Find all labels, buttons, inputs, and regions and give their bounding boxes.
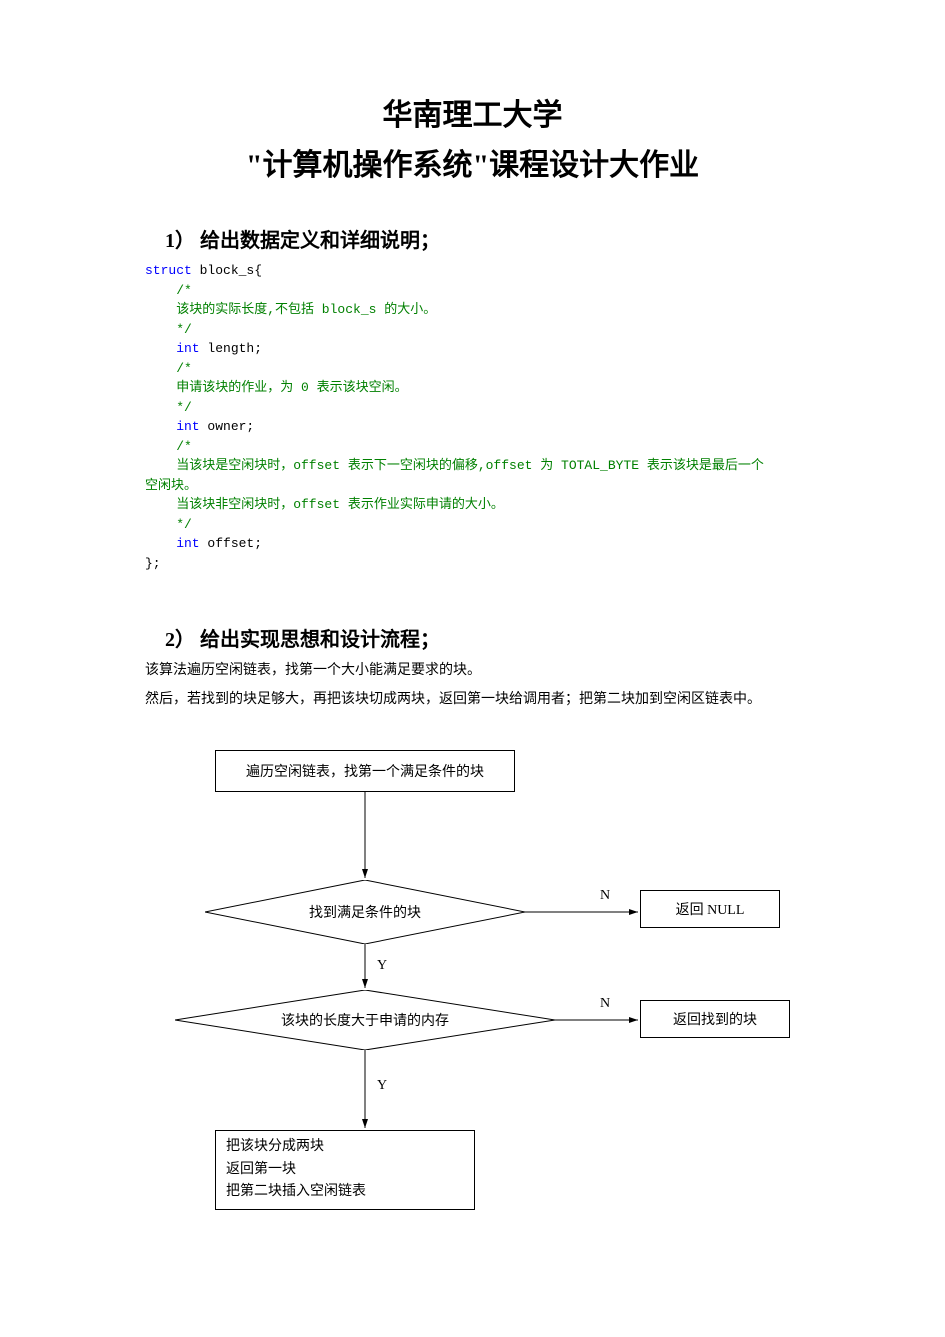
flowchart-node-label: 找到满足条件的块: [309, 902, 421, 922]
flowchart-edge-label-n1: N: [600, 888, 610, 904]
flowchart-node-return-block: 返回找到的块: [640, 1000, 790, 1038]
code-text: length;: [200, 341, 262, 356]
code-comment: /*: [145, 437, 800, 457]
code-comment: 该块的实际长度,不包括 block_s 的大小。: [145, 300, 800, 320]
flowchart-node-label: 该块的长度大于申请的内存: [281, 1010, 449, 1030]
flowchart-node-label-line: 把该块分成两块: [226, 1136, 324, 1158]
code-comment: 当该块非空闲块时，offset 表示作业实际申请的大小。: [145, 495, 800, 515]
flowchart-node-split: 把该块分成两块 返回第一块 把第二块插入空闲链表: [215, 1130, 475, 1210]
code-comment: */: [145, 515, 800, 535]
code-comment: 当该块是空闲块时，offset 表示下一空闲块的偏移,offset 为 TOTA…: [145, 456, 800, 476]
flowchart-node-label: 遍历空闲链表，找第一个满足条件的块: [246, 761, 484, 781]
code-comment: */: [145, 398, 800, 418]
flowchart-node-label-line: 返回第一块: [226, 1159, 296, 1181]
flowchart: 遍历空闲链表，找第一个满足条件的块 找到满足条件的块 返回 NULL 该块的长度…: [145, 750, 800, 1230]
section2-para1: 该算法遍历空闲链表，找第一个大小能满足要求的块。: [145, 660, 800, 681]
flowchart-node-return-null: 返回 NULL: [640, 890, 780, 928]
flowchart-node-decision2: 该块的长度大于申请的内存: [175, 990, 555, 1050]
section2-para2: 然后，若找到的块足够大，再把该块切成两块，返回第一块给调用者；把第二块加到空闲区…: [145, 689, 800, 710]
flowchart-node-label: 返回 NULL: [676, 899, 745, 919]
page-title-line2: "计算机操作系统"课程设计大作业: [145, 140, 800, 184]
code-block: struct block_s{ /* 该块的实际长度,不包括 block_s 的…: [145, 261, 800, 573]
flowchart-edge-label-y2: Y: [377, 1078, 387, 1094]
code-comment: /*: [145, 281, 800, 301]
flowchart-node-label-line: 把第二块插入空闲链表: [226, 1181, 366, 1203]
code-kw-int: int: [145, 341, 200, 356]
code-kw-int: int: [145, 536, 200, 551]
flowchart-edge-label-n2: N: [600, 996, 610, 1012]
flowchart-node-decision1: 找到满足条件的块: [205, 880, 525, 944]
code-text: };: [145, 554, 800, 574]
code-text: owner;: [200, 419, 255, 434]
flowchart-node-label: 返回找到的块: [673, 1009, 757, 1029]
flowchart-edge-label-y1: Y: [377, 958, 387, 974]
code-kw-struct: struct: [145, 263, 192, 278]
page-title-line1: 华南理工大学: [145, 90, 800, 134]
code-comment: /*: [145, 359, 800, 379]
code-text: block_s{: [192, 263, 262, 278]
code-comment: 申请该块的作业，为 0 表示该块空闲。: [145, 378, 800, 398]
code-kw-int: int: [145, 419, 200, 434]
section2-heading: 2） 给出实现思想和设计流程；: [145, 623, 800, 652]
code-comment: */: [145, 320, 800, 340]
section1-heading: 1） 给出数据定义和详细说明；: [145, 224, 800, 253]
flowchart-node-start: 遍历空闲链表，找第一个满足条件的块: [215, 750, 515, 792]
code-comment: 空闲块。: [145, 476, 800, 496]
code-text: offset;: [200, 536, 262, 551]
